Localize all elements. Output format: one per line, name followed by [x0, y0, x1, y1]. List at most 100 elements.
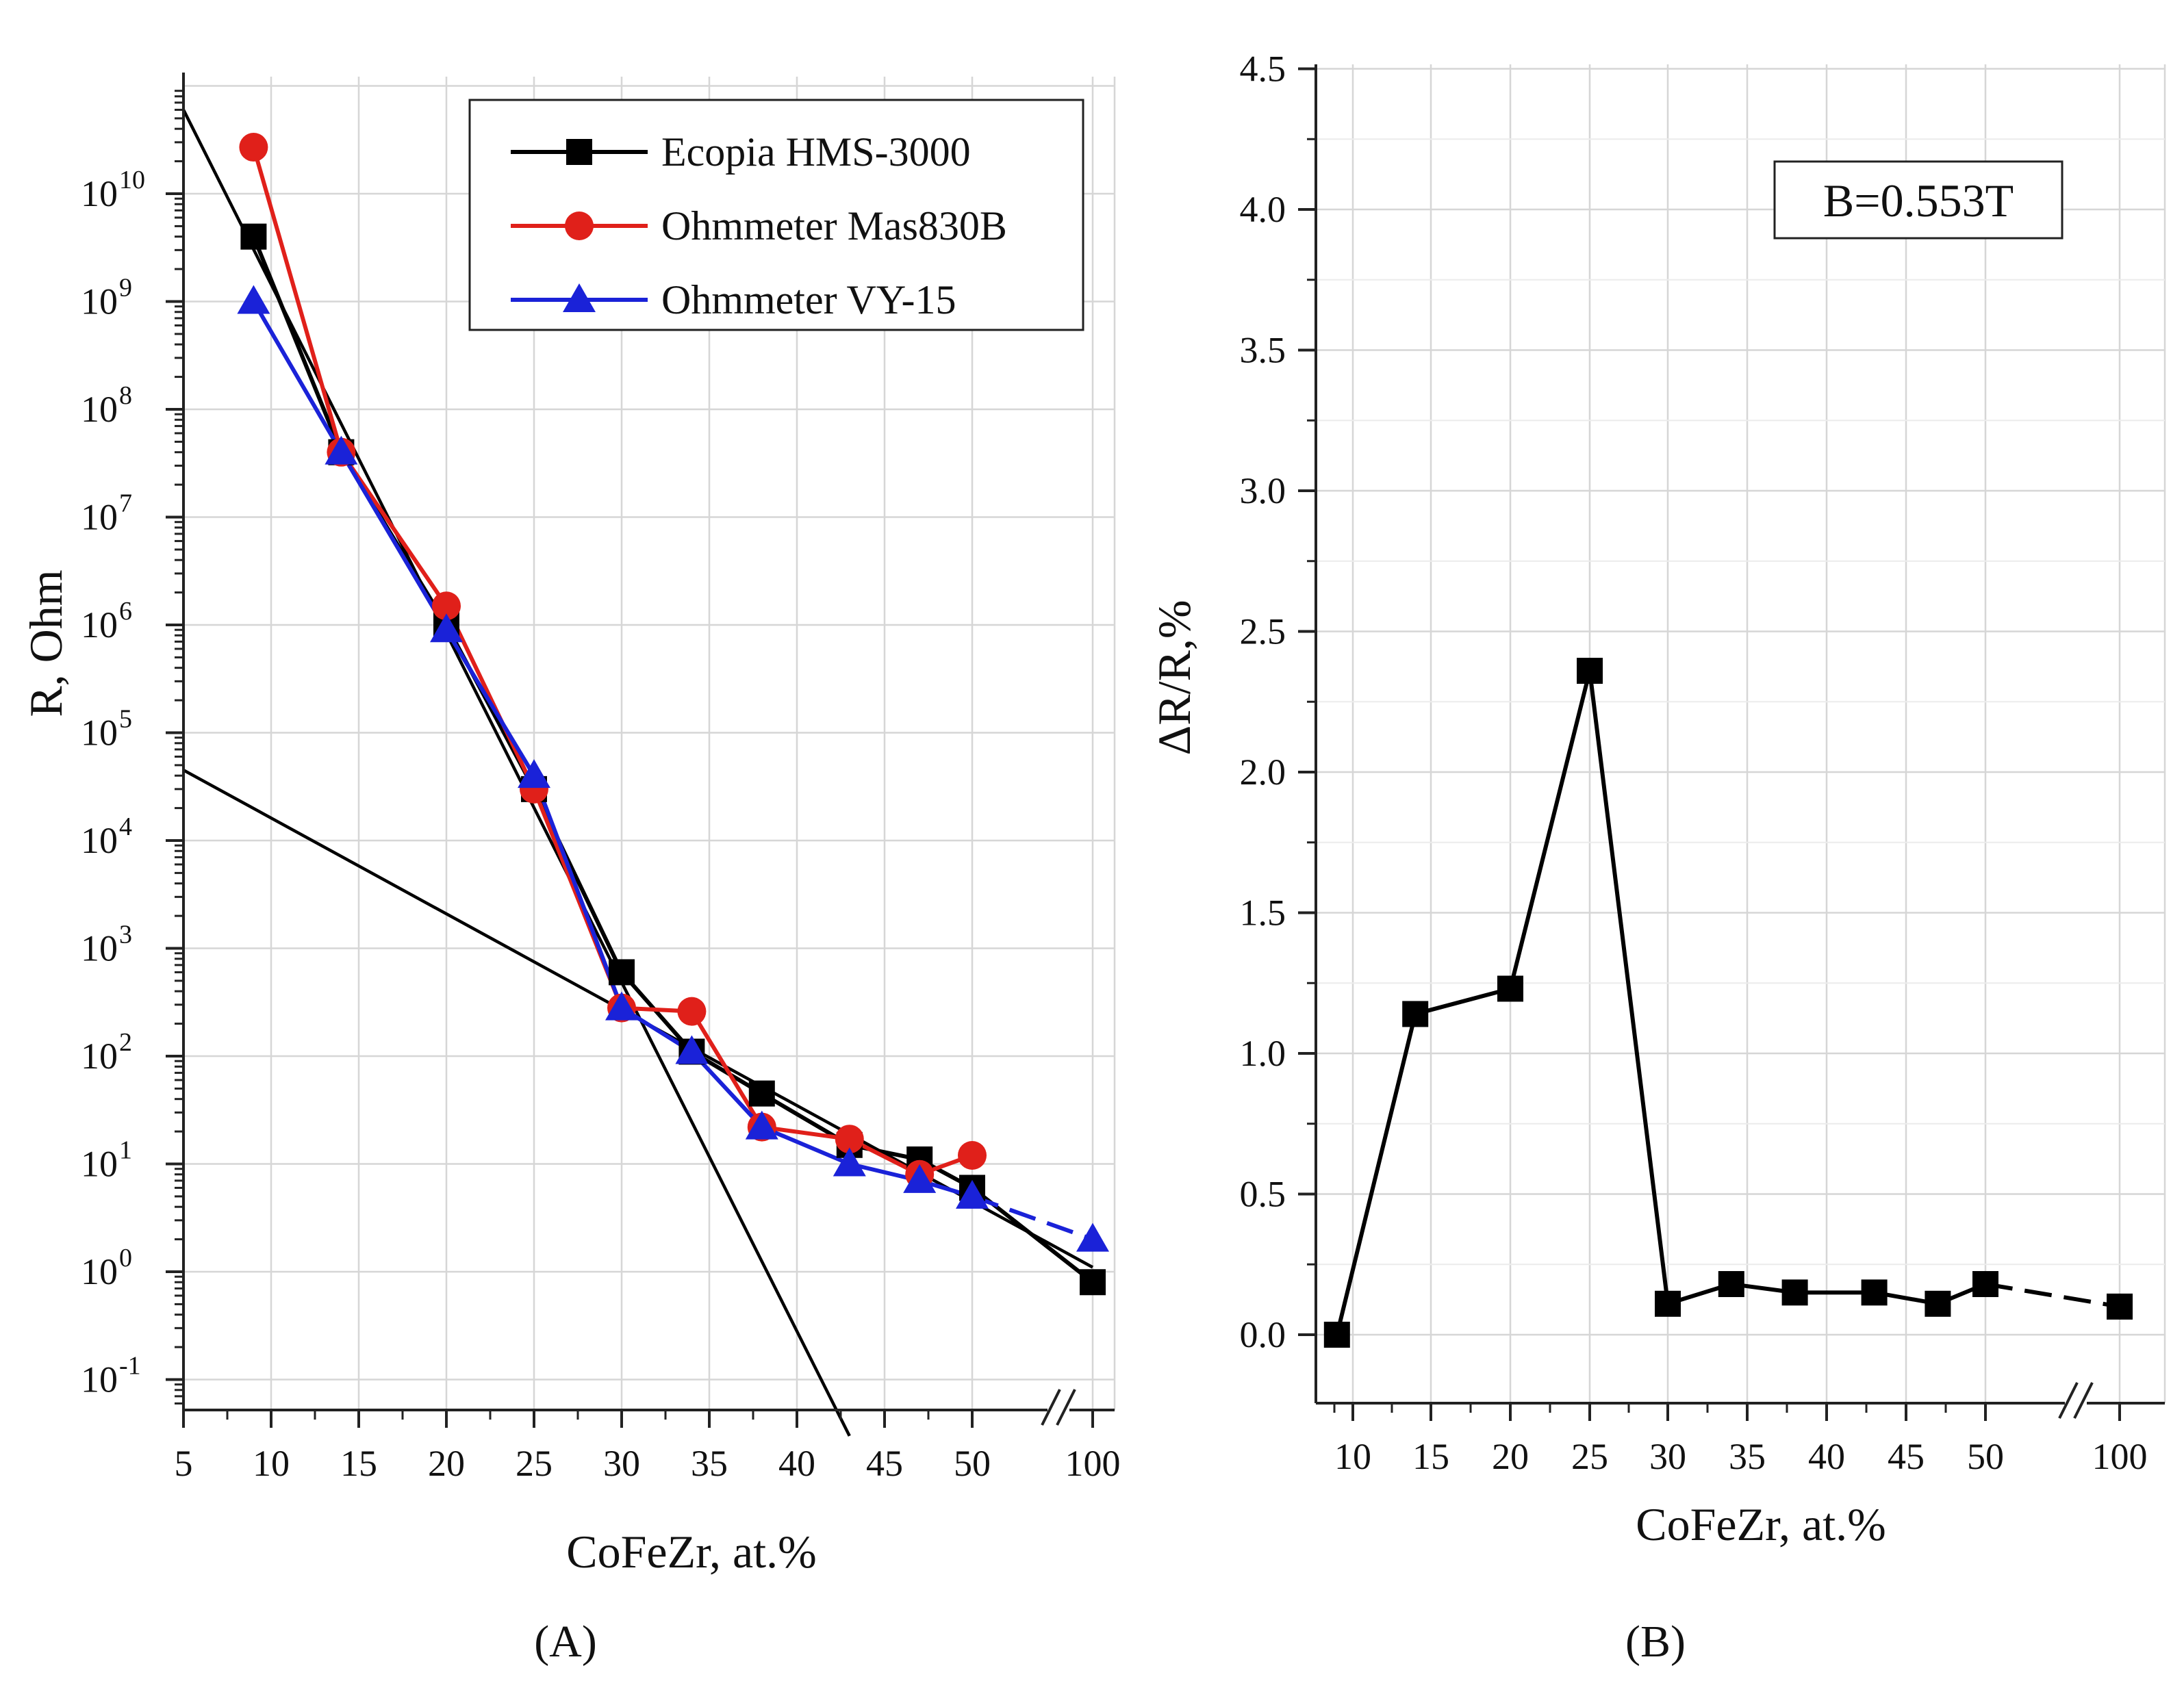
panel-b-y-axis-title: ΔR/R,%	[1148, 600, 1200, 756]
data-point	[1402, 1001, 1429, 1027]
y-tick-label: 10 7	[81, 489, 132, 538]
legend-label: Ohmmeter Mas830B	[661, 203, 1007, 248]
panel-a-y-axis-title: R, Ohm	[20, 569, 72, 717]
y-tick-label: 1.5	[1240, 893, 1286, 934]
x-tick-label: 100	[1065, 1443, 1121, 1484]
x-tick-label: 10	[1334, 1436, 1371, 1477]
data-point	[2107, 1293, 2133, 1320]
y-tick-label-exponent: 0	[119, 1244, 132, 1272]
y-tick-label-base: 10	[81, 281, 118, 322]
panel-a-x-tick-labels: 5 10 15 20 25 30 35 40 45 50 100	[175, 1443, 1121, 1484]
y-tick-label-exponent: 1	[119, 1136, 132, 1165]
axis-break-mark	[1041, 1389, 1061, 1426]
panel-b-x-axis-title: CoFeZr, at.%	[1636, 1498, 1886, 1550]
panel-b-plot-area	[1316, 64, 2165, 1403]
y-tick-label-base: 10	[81, 713, 118, 754]
data-point	[835, 1125, 864, 1154]
panel-a-x-axis-title: CoFeZr, at.%	[566, 1526, 817, 1578]
annotation-frame	[1773, 160, 2064, 240]
series-line-break-segment	[1985, 1282, 2120, 1309]
panel-a-axes	[166, 73, 1115, 1428]
data-point	[903, 1164, 937, 1193]
data-point	[237, 285, 270, 314]
y-tick-label: 10 8	[81, 381, 132, 430]
x-tick-label: 50	[954, 1443, 991, 1484]
data-point	[748, 1080, 775, 1107]
data-point	[325, 435, 358, 465]
x-tick-label: 45	[1888, 1436, 1925, 1477]
x-tick-label: 25	[1571, 1436, 1608, 1477]
y-tick-label: 10 4	[81, 812, 132, 861]
x-tick-label: 100	[2092, 1436, 2148, 1477]
y-tick-label-exponent: 9	[119, 274, 132, 303]
panel-a-legend: Ecopia HMS-3000 Ohmmeter Mas830B Ohmmeter …	[468, 99, 1084, 331]
y-tick-label-base: 10	[81, 1036, 118, 1077]
fit-line	[181, 109, 851, 1437]
series-line	[1334, 669, 1987, 1335]
data-point	[745, 1110, 778, 1140]
data-point	[1781, 1279, 1808, 1306]
x-tick-label: 30	[1649, 1436, 1686, 1477]
data-point	[1861, 1279, 1888, 1306]
y-tick-label-base: 10	[81, 497, 118, 538]
y-tick-label-base: 10	[81, 820, 118, 861]
x-tick-label: 45	[866, 1443, 903, 1484]
y-tick-label: 10 9	[81, 274, 132, 322]
y-tick-label: 4.0	[1240, 189, 1286, 230]
x-tick-label: 25	[516, 1443, 553, 1484]
x-tick-label: 40	[1808, 1436, 1845, 1477]
y-tick-label-exponent: 2	[119, 1028, 132, 1057]
legend-swatch-marker	[566, 139, 592, 165]
panel-b: 10 15 20 25 30 35 40 45 50 100 0.0 0.5 1.0 1.5 2.0 2.5…	[1148, 49, 2166, 1667]
x-tick-label: 15	[340, 1443, 377, 1484]
x-tick-label: 30	[603, 1443, 640, 1484]
legend-label: Ecopia HMS-3000	[661, 129, 971, 175]
data-point	[958, 1141, 987, 1170]
data-point	[239, 133, 268, 162]
y-tick-label-base: 10	[81, 1251, 118, 1292]
y-tick-label: 0.5	[1240, 1174, 1286, 1215]
y-tick-label-exponent: 8	[119, 381, 132, 410]
legend-swatch-marker	[565, 212, 594, 240]
y-tick-label: 3.5	[1240, 330, 1286, 371]
data-point	[1655, 1290, 1681, 1317]
data-point	[956, 1179, 989, 1209]
y-tick-label-base: 10	[81, 389, 118, 430]
data-point	[1497, 975, 1523, 1002]
y-tick-label-exponent: 10	[119, 166, 145, 194]
data-point	[1972, 1271, 1998, 1298]
y-tick-label-exponent: 7	[119, 489, 132, 518]
data-point	[240, 223, 267, 250]
x-tick-label: 20	[1492, 1436, 1529, 1477]
axis-break-mark	[2058, 1382, 2079, 1419]
y-tick-label-exponent: 5	[119, 705, 132, 734]
panel-b-x-tick-labels: 10 15 20 25 30 35 40 45 50 100	[1334, 1436, 2148, 1477]
data-point	[1323, 1322, 1350, 1348]
y-tick-label: 10 0	[81, 1244, 132, 1292]
y-tick-label: 0.0	[1240, 1314, 1286, 1355]
y-tick-label-base: 10	[81, 1144, 118, 1185]
panel-b-axes	[1298, 64, 2165, 1421]
y-tick-label: 4.5	[1240, 49, 1286, 90]
y-tick-label: 3.0	[1240, 470, 1286, 511]
y-tick-label-base: 10	[81, 1359, 118, 1400]
y-tick-label: 10 -1	[81, 1352, 141, 1400]
data-point	[675, 1035, 709, 1064]
data-point	[1577, 658, 1603, 684]
x-tick-label: 15	[1412, 1436, 1449, 1477]
panel-a: 5 10 15 20 25 30 35 40 45 50 100 10 -110 010 110 210 31…	[20, 73, 1121, 1667]
data-point	[1925, 1290, 1951, 1317]
y-tick-label-exponent: 3	[119, 921, 132, 949]
x-tick-label: 35	[1729, 1436, 1766, 1477]
legend-label: Ohmmeter VY-15	[661, 277, 956, 322]
x-tick-label: 10	[253, 1443, 290, 1484]
axis-break-mark	[2073, 1382, 2094, 1419]
panel-b-y-tick-labels: 0.0 0.5 1.0 1.5 2.0 2.5 3.0 3.5 4.0 4.5	[1240, 49, 1286, 1356]
y-tick-label: 10 5	[81, 705, 132, 754]
y-tick-label: 10 3	[81, 921, 132, 969]
y-tick-label-base: 10	[81, 604, 118, 645]
y-tick-label-base: 10	[81, 928, 118, 969]
y-tick-label-exponent: 4	[119, 812, 132, 841]
